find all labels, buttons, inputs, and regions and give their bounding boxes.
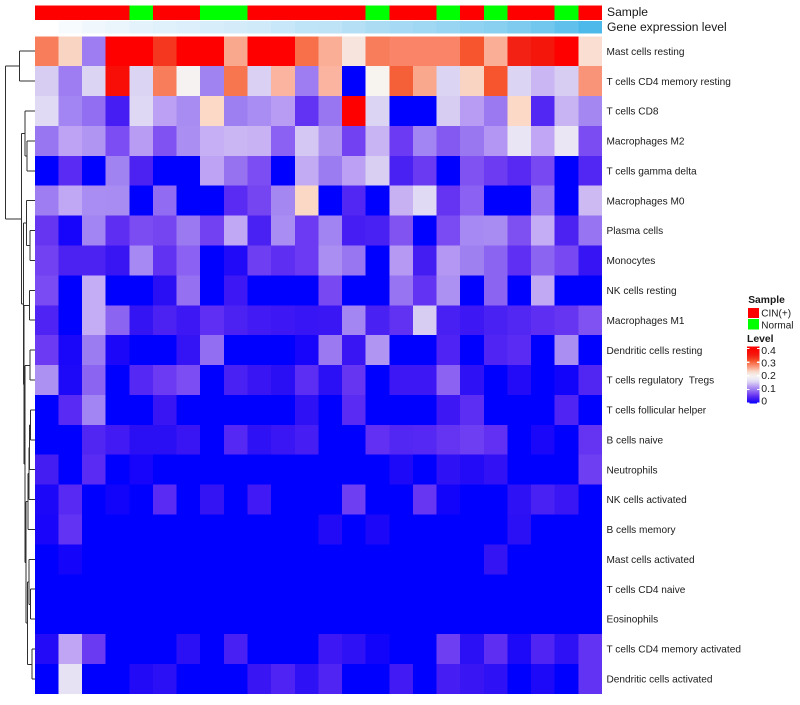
- svg-text:Macrophages M0: Macrophages M0: [607, 196, 685, 207]
- svg-text:Mast cells resting: Mast cells resting: [607, 47, 685, 58]
- svg-text:NK cells resting: NK cells resting: [607, 286, 677, 297]
- svg-text:0.1: 0.1: [761, 383, 776, 395]
- svg-text:Sample: Sample: [748, 295, 785, 306]
- svg-text:T cells gamma delta: T cells gamma delta: [607, 166, 698, 177]
- svg-text:Macrophages M1: Macrophages M1: [607, 316, 685, 327]
- svg-text:Mast cells activated: Mast cells activated: [607, 555, 695, 566]
- svg-text:0: 0: [761, 396, 767, 408]
- svg-text:T cells CD4 naive: T cells CD4 naive: [607, 585, 686, 596]
- svg-text:0.4: 0.4: [761, 345, 776, 357]
- svg-text:Macrophages M2: Macrophages M2: [607, 137, 685, 148]
- svg-text:Dendritic cells activated: Dendritic cells activated: [607, 675, 713, 686]
- svg-text:Normal: Normal: [761, 321, 793, 332]
- svg-text:Neutrophils: Neutrophils: [607, 465, 658, 476]
- svg-text:Gene expression level: Gene expression level: [607, 20, 727, 34]
- svg-text:Dendritic cells resting: Dendritic cells resting: [607, 346, 703, 357]
- svg-text:Plasma cells: Plasma cells: [607, 226, 664, 237]
- svg-text:NK cells activated: NK cells activated: [607, 495, 687, 506]
- svg-text:T cells CD4 memory resting: T cells CD4 memory resting: [607, 77, 731, 88]
- svg-text:T cells regulatory Tregs: T cells regulatory Tregs: [607, 376, 715, 387]
- svg-text:Eosinophils: Eosinophils: [607, 615, 659, 626]
- svg-text:B cells naive: B cells naive: [607, 435, 664, 446]
- svg-text:Level: Level: [747, 334, 774, 345]
- svg-text:0.3: 0.3: [761, 358, 776, 370]
- svg-text:0.2: 0.2: [761, 370, 776, 382]
- svg-text:T cells CD8: T cells CD8: [607, 107, 659, 118]
- svg-text:CIN(+): CIN(+): [761, 309, 791, 320]
- svg-text:Monocytes: Monocytes: [607, 256, 656, 267]
- svg-text:T cells CD4 memory activated: T cells CD4 memory activated: [607, 645, 741, 656]
- svg-text:T cells follicular helper: T cells follicular helper: [607, 406, 707, 417]
- svg-text:B cells memory: B cells memory: [607, 525, 677, 536]
- svg-text:Sample: Sample: [607, 5, 648, 19]
